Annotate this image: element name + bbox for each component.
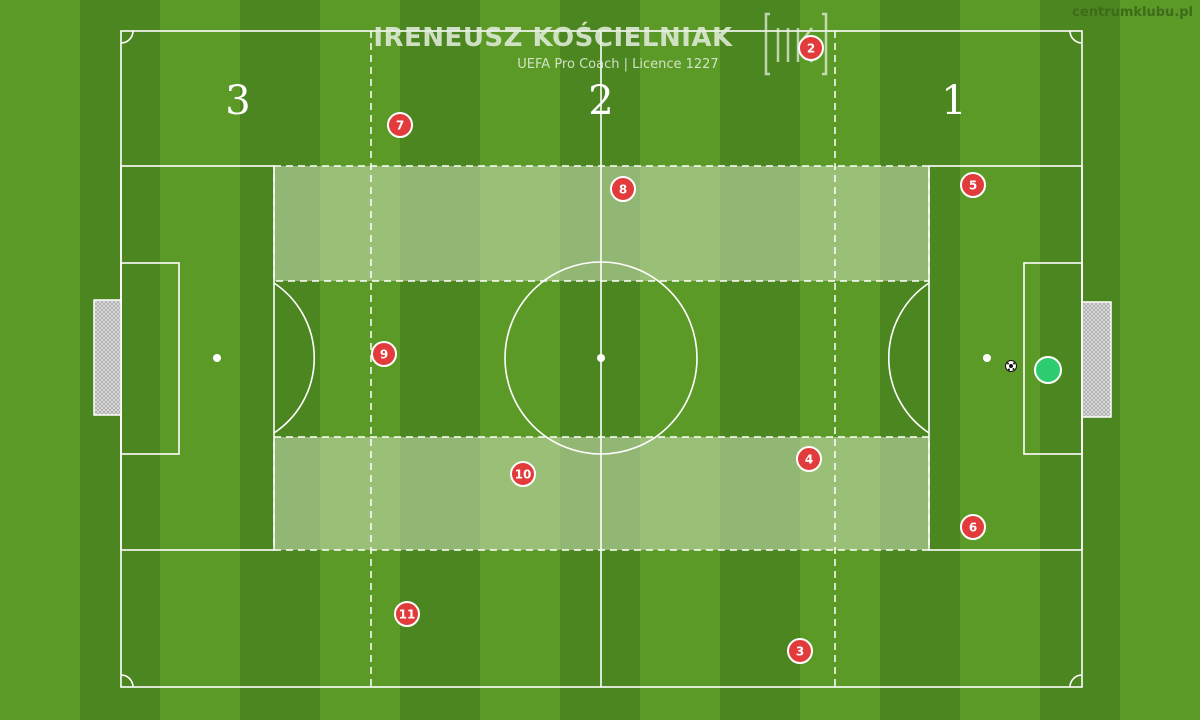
players: 2 7 8 5 9 4 10 6 [371,35,986,664]
zone-number-1: 1 [941,78,966,124]
goal-left [93,299,122,416]
corner-arc-bottom-right [1069,674,1083,688]
grass-stripe [160,0,240,720]
goalkeeper-marker[interactable] [1034,356,1062,384]
grass-stripe [960,0,1040,720]
player-number: 3 [796,645,804,659]
player-number: 2 [807,42,815,56]
player-marker[interactable]: 11 [394,601,420,627]
player-marker[interactable]: 4 [796,446,822,472]
zone-number-2: 2 [588,78,613,124]
brand-subtitle: UEFA Pro Coach | Licence 1227 [517,57,718,72]
player-number: 11 [399,608,416,622]
player-number: 9 [380,348,388,362]
player-marker[interactable]: 10 [510,461,536,487]
player-marker[interactable]: 2 [798,35,824,61]
grass-stripe [640,0,720,720]
watermark-text: centrumklubu.pl [1072,5,1193,20]
grass-stripe [720,0,800,720]
player-number: 8 [619,183,627,197]
center-circle [504,261,698,455]
player-number: 6 [969,521,977,535]
player-marker[interactable]: 5 [960,172,986,198]
corner-arc-top-left [120,30,134,44]
goal-right [1081,301,1112,418]
brand-name: IRENEUSZ KOŚCIELNIAK [373,21,733,53]
penalty-arc-left [273,282,315,434]
penalty-spot-left [213,354,221,362]
grass-stripe [880,0,960,720]
corner-arc-bottom-left [120,674,134,688]
zone-number-3: 3 [225,78,250,124]
corner-arc-top-right [1069,30,1083,44]
zone-lines [370,31,836,687]
player-number: 4 [805,453,813,467]
player-number: 7 [396,119,404,133]
player-marker[interactable]: 7 [387,112,413,138]
player-number: 10 [515,468,532,482]
player-number: 5 [969,179,977,193]
player-marker[interactable]: 8 [610,176,636,202]
penalty-spot-right [983,354,991,362]
player-marker[interactable]: 9 [371,341,397,367]
grass-stripe [480,0,560,720]
ball-icon[interactable] [1005,360,1017,372]
grass-stripe [400,0,480,720]
penalty-arc-right [888,282,930,434]
center-spot [597,354,605,362]
grass-stripe [800,0,880,720]
grass-stripe [240,0,320,720]
player-marker[interactable]: 3 [787,638,813,664]
grass-stripe [0,0,80,720]
grass-stripe [1120,0,1200,720]
player-marker[interactable]: 6 [960,514,986,540]
